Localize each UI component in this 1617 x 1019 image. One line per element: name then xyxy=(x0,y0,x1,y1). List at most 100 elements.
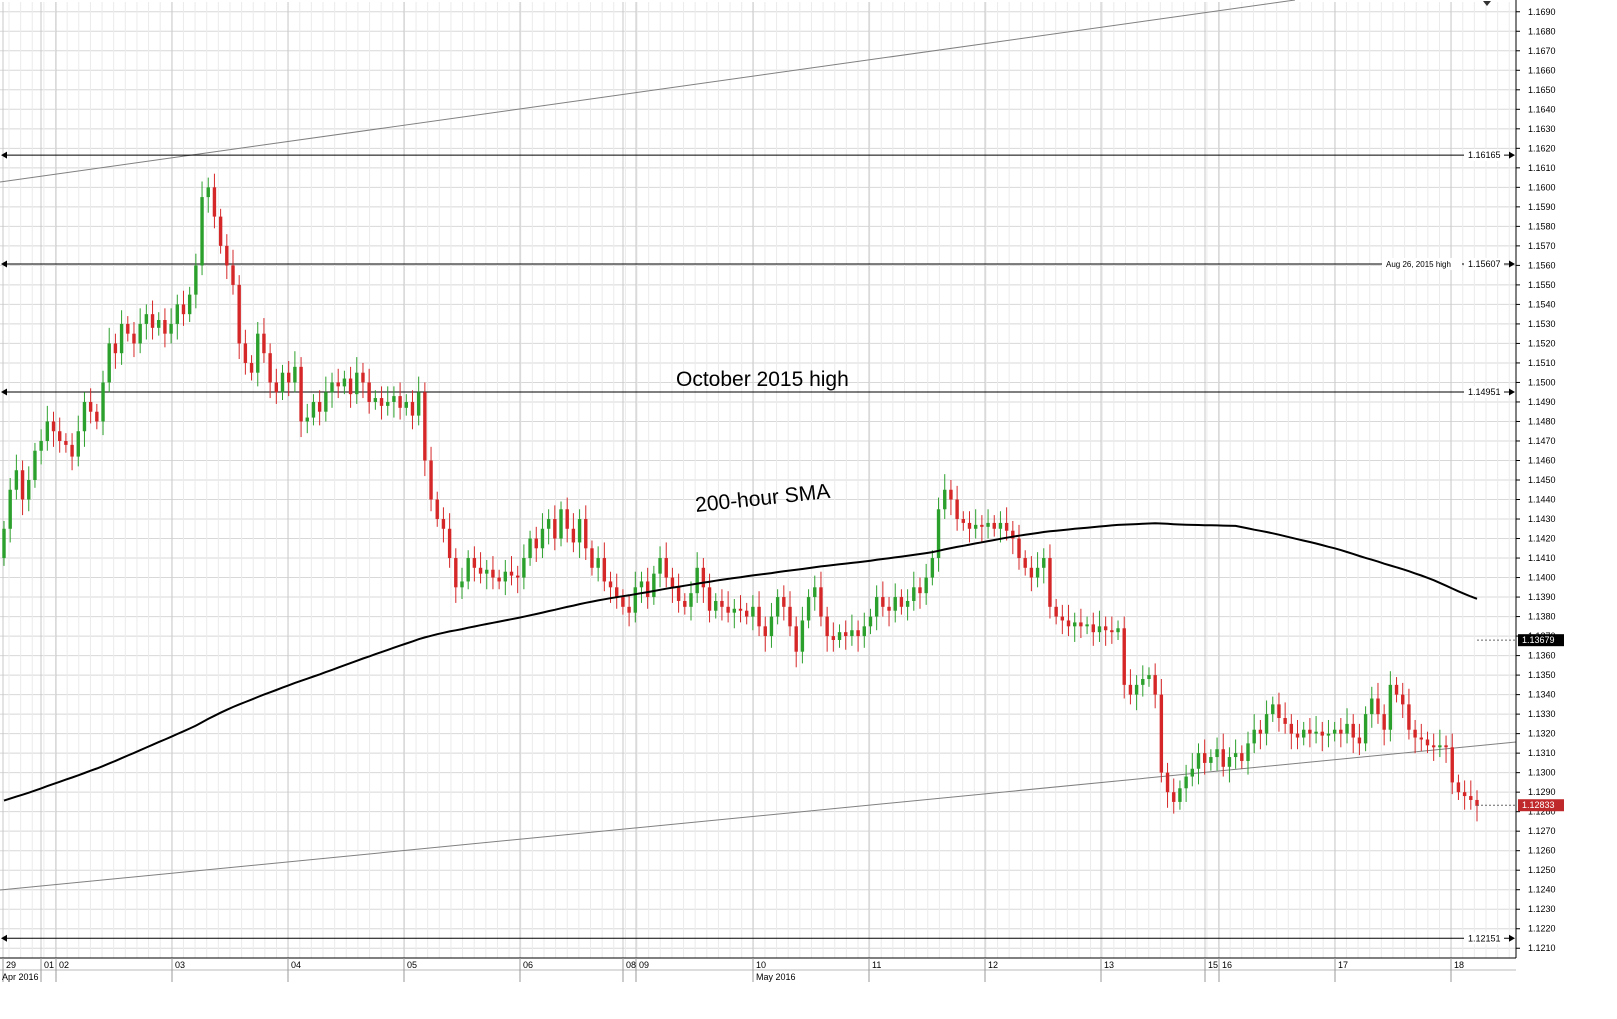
candle-body xyxy=(1233,753,1238,758)
candle-body xyxy=(1326,733,1331,736)
y-tick-label: 1.1500 xyxy=(1528,377,1556,387)
candle-body xyxy=(714,600,718,611)
y-tick-label: 1.1490 xyxy=(1528,397,1556,407)
candle-body xyxy=(82,401,87,432)
candle-body xyxy=(881,597,885,607)
x-tick-label: 03 xyxy=(175,960,185,970)
candle-body xyxy=(8,489,12,529)
candle-body xyxy=(1240,753,1244,761)
candle-body xyxy=(57,431,62,441)
candle-body xyxy=(361,372,365,383)
y-tick-label: 1.1390 xyxy=(1528,592,1556,602)
candle-body xyxy=(912,587,916,601)
level-note-bg xyxy=(1382,258,1462,271)
level-arrow-right xyxy=(1509,934,1515,942)
candle-body xyxy=(243,343,248,363)
candle-body xyxy=(509,571,514,576)
candle-body xyxy=(707,587,712,611)
y-tick-label: 1.1310 xyxy=(1528,748,1556,758)
level-arrow-left xyxy=(1,151,7,159)
candle-body xyxy=(1079,622,1083,627)
candle-body xyxy=(689,593,693,607)
candle-body xyxy=(342,378,347,387)
candle-body xyxy=(596,558,600,568)
candle-body xyxy=(639,581,644,588)
candle-body xyxy=(1103,626,1108,631)
last-price-label: 1.12833 xyxy=(1522,800,1555,810)
candle-body xyxy=(1462,792,1467,797)
candle-body xyxy=(565,509,569,529)
candle-body xyxy=(825,616,829,637)
y-tick-label: 1.1440 xyxy=(1528,495,1556,505)
candle-body xyxy=(862,626,866,637)
candle-body xyxy=(837,632,842,640)
candle-body xyxy=(936,509,941,559)
candle-body xyxy=(540,528,545,549)
candle-body xyxy=(1345,723,1349,734)
level-label: 1.14951 xyxy=(1468,387,1501,397)
candle-body xyxy=(1035,567,1040,578)
candle-body xyxy=(101,382,105,422)
candle-body xyxy=(485,569,489,574)
candle-body xyxy=(1134,684,1139,695)
candle-body xyxy=(1023,558,1027,568)
candle-body xyxy=(744,610,749,617)
y-tick-label: 1.1650 xyxy=(1528,85,1556,95)
candle-body xyxy=(1196,753,1201,769)
candle-body xyxy=(373,398,378,402)
candle-body xyxy=(831,636,836,640)
candle-body xyxy=(113,343,118,354)
candle-body xyxy=(1351,723,1355,738)
candle-body xyxy=(1066,620,1071,627)
candle-body xyxy=(256,333,260,373)
y-tick-label: 1.1410 xyxy=(1528,553,1556,563)
candle-body xyxy=(1450,747,1454,783)
y-tick-label: 1.1690 xyxy=(1528,7,1556,17)
candle-body xyxy=(1159,694,1164,773)
level-arrow-left xyxy=(1,934,7,942)
candle-body xyxy=(1258,729,1263,734)
x-month-label: Apr 2016 xyxy=(2,972,39,982)
candle-body xyxy=(590,548,594,568)
candle-body xyxy=(726,606,730,613)
candle-body xyxy=(1004,522,1009,531)
candle-body xyxy=(874,597,879,617)
level-label-bg xyxy=(1464,386,1504,399)
candle-body xyxy=(973,524,978,529)
y-tick-label: 1.1640 xyxy=(1528,104,1556,114)
candle-body xyxy=(967,522,972,529)
y-tick-label: 1.1270 xyxy=(1528,826,1556,836)
candle-body xyxy=(20,470,25,500)
candle-body xyxy=(70,444,74,457)
x-tick-label: 04 xyxy=(291,960,301,970)
candle-body xyxy=(794,626,798,652)
candle-body xyxy=(478,567,483,574)
candle-body xyxy=(961,519,966,523)
candle-body xyxy=(1419,737,1424,740)
candle-body xyxy=(1085,624,1089,627)
candle-body xyxy=(850,630,854,637)
y-tick-label: 1.1610 xyxy=(1528,163,1556,173)
candle-body xyxy=(887,606,891,611)
y-tick-label: 1.1300 xyxy=(1528,768,1556,778)
candle-body xyxy=(645,581,650,598)
candle-body xyxy=(627,606,631,613)
candle-body xyxy=(930,558,935,578)
candle-body xyxy=(955,499,959,520)
candle-body xyxy=(150,314,155,328)
candle-body xyxy=(738,608,743,611)
candle-body xyxy=(658,558,662,574)
candle-body xyxy=(844,632,848,637)
candle-body xyxy=(472,558,477,568)
level-label-bg xyxy=(1464,258,1504,271)
candle-body xyxy=(546,519,551,529)
y-tick-label: 1.1210 xyxy=(1528,943,1556,953)
candle-body xyxy=(1431,745,1436,748)
candle-body xyxy=(1190,768,1195,777)
x-tick-label: 11 xyxy=(872,960,881,970)
candle-body xyxy=(1413,729,1417,738)
candle-body xyxy=(175,304,179,324)
candle-body xyxy=(212,187,217,217)
candle-body xyxy=(757,606,761,627)
